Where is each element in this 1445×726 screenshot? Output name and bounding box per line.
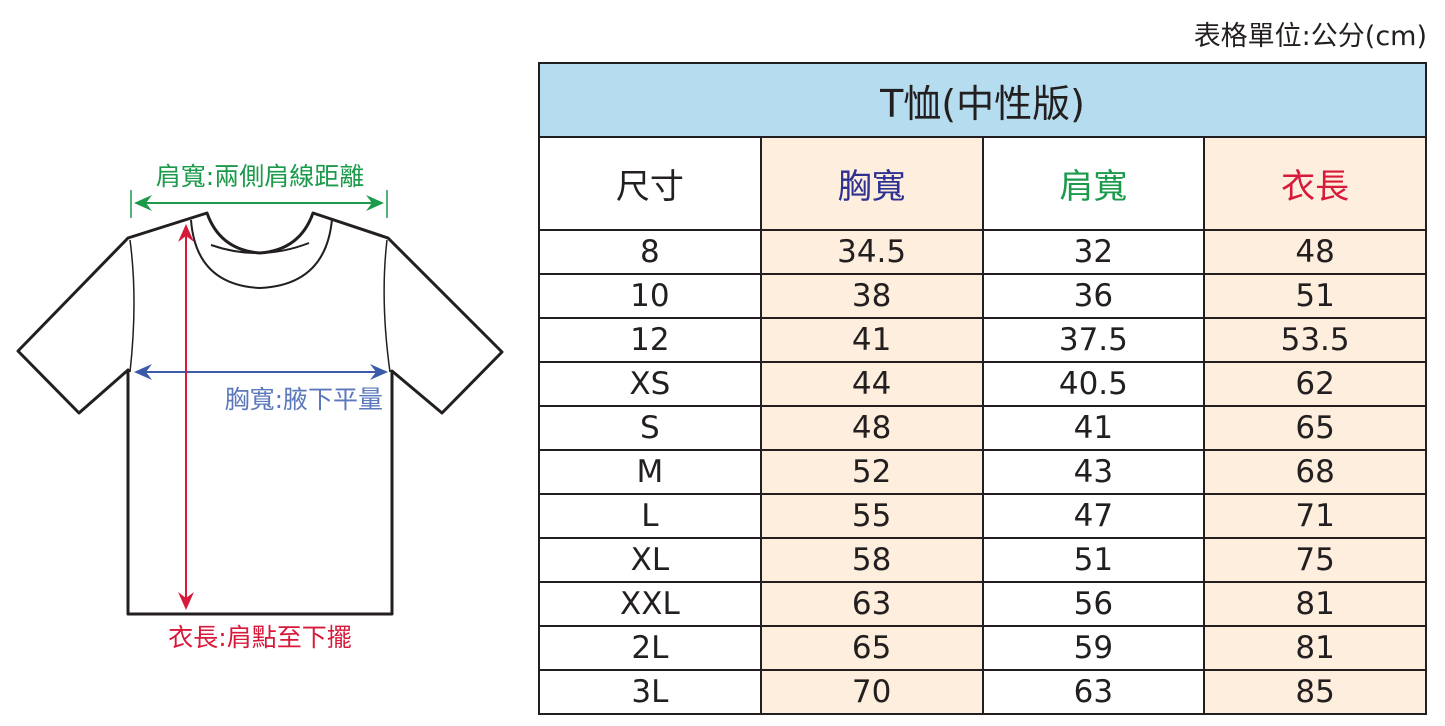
cell-chest: 38 xyxy=(759,273,984,319)
cell-length: 51 xyxy=(1203,273,1427,319)
cell-length: 62 xyxy=(1203,361,1427,407)
table-row: 10 38 36 51 xyxy=(538,273,1427,319)
cell-chest: 34.5 xyxy=(759,229,984,275)
tshirt-diagram: 肩寬:兩側肩線距離 胸寬:腋下平量 衣長:肩點至下擺 xyxy=(16,162,504,652)
cell-shoulder: 36 xyxy=(981,273,1206,319)
cell-size: 2L xyxy=(538,625,762,671)
cell-shoulder: 41 xyxy=(981,405,1206,451)
cell-shoulder: 47 xyxy=(981,493,1206,539)
cell-length: 68 xyxy=(1203,449,1427,495)
cell-length: 75 xyxy=(1203,537,1427,583)
length-label: 衣長:肩點至下擺 xyxy=(168,623,351,652)
cell-chest: 55 xyxy=(759,493,984,539)
cell-size: 3L xyxy=(538,669,762,715)
header-row: 尺寸 胸寬 肩寬 衣長 xyxy=(538,136,1427,231)
cell-chest: 48 xyxy=(759,405,984,451)
cell-size: L xyxy=(538,493,762,539)
table-row: XL 58 51 75 xyxy=(538,537,1427,583)
shoulder-label: 肩寬:兩側肩線距離 xyxy=(156,162,364,191)
cell-length: 65 xyxy=(1203,405,1427,451)
header-length: 衣長 xyxy=(1203,136,1427,231)
cell-length: 81 xyxy=(1203,625,1427,671)
header-size: 尺寸 xyxy=(538,136,762,231)
cell-size: 12 xyxy=(538,317,762,363)
shoulder-measure-arrow xyxy=(130,190,388,218)
cell-chest: 44 xyxy=(759,361,984,407)
cell-shoulder: 40.5 xyxy=(981,361,1206,407)
table-row: XXL 63 56 81 xyxy=(538,581,1427,627)
table-row: L 55 47 71 xyxy=(538,493,1427,539)
cell-chest: 70 xyxy=(759,669,984,715)
tshirt-outline xyxy=(16,211,504,616)
cell-size: 10 xyxy=(538,273,762,319)
cell-size: XL xyxy=(538,537,762,583)
cell-size: M xyxy=(538,449,762,495)
cell-chest: 65 xyxy=(759,625,984,671)
cell-length: 53.5 xyxy=(1203,317,1427,363)
cell-chest: 63 xyxy=(759,581,984,627)
header-chest: 胸寬 xyxy=(759,136,984,231)
cell-size: XXL xyxy=(538,581,762,627)
cell-size: S xyxy=(538,405,762,451)
table-row: 12 41 37.5 53.5 xyxy=(538,317,1427,363)
cell-chest: 52 xyxy=(759,449,984,495)
table-title: T恤(中性版) xyxy=(538,62,1427,138)
cell-length: 85 xyxy=(1203,669,1427,715)
table-row: XS 44 40.5 62 xyxy=(538,361,1427,407)
unit-note: 表格單位:公分(cm) xyxy=(1193,21,1427,52)
header-shoulder: 肩寬 xyxy=(981,136,1206,231)
table-row: 3L 70 63 85 xyxy=(538,669,1427,715)
cell-length: 81 xyxy=(1203,581,1427,627)
table-row: 8 34.5 32 48 xyxy=(538,229,1427,275)
table-row: 2L 65 59 81 xyxy=(538,625,1427,671)
chest-label: 胸寬:腋下平量 xyxy=(225,385,383,414)
cell-size: 8 xyxy=(538,229,762,275)
cell-shoulder: 37.5 xyxy=(981,317,1206,363)
cell-shoulder: 43 xyxy=(981,449,1206,495)
cell-length: 71 xyxy=(1203,493,1427,539)
cell-shoulder: 56 xyxy=(981,581,1206,627)
cell-chest: 58 xyxy=(759,537,984,583)
cell-chest: 41 xyxy=(759,317,984,363)
cell-shoulder: 51 xyxy=(981,537,1206,583)
cell-shoulder: 32 xyxy=(981,229,1206,275)
size-table: T恤(中性版) 尺寸 胸寬 肩寬 衣長 8 34.5 32 48 10 38 36 51 12 4… xyxy=(538,62,1427,715)
cell-shoulder: 63 xyxy=(981,669,1206,715)
cell-length: 48 xyxy=(1203,229,1427,275)
table-row: M 52 43 68 xyxy=(538,449,1427,495)
cell-shoulder: 59 xyxy=(981,625,1206,671)
table-row: S 48 41 65 xyxy=(538,405,1427,451)
cell-size: XS xyxy=(538,361,762,407)
